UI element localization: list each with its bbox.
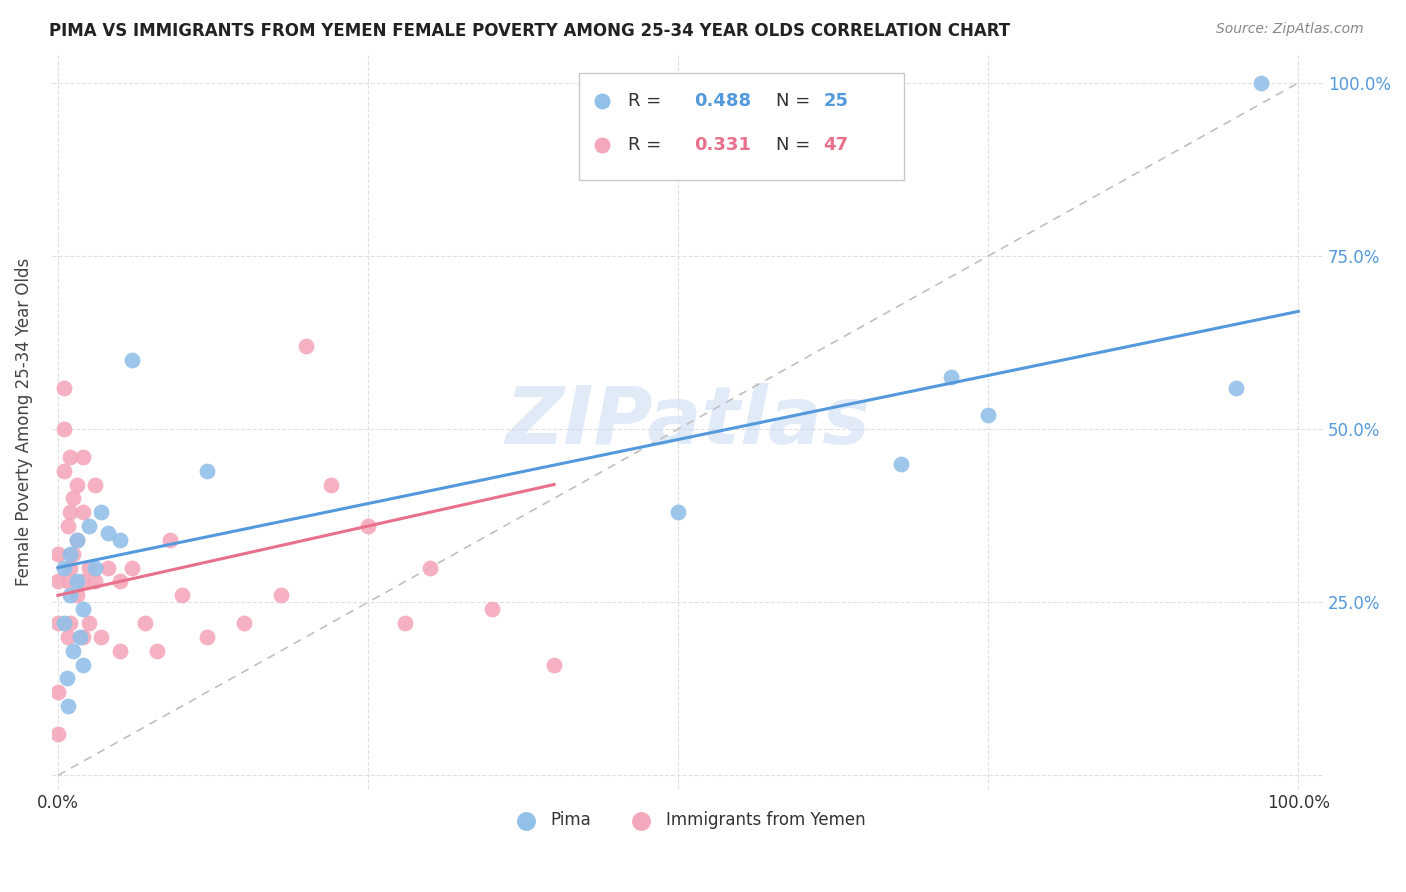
Point: [72, 630, 94, 644]
Point: [97, 526, 120, 541]
Point: [77, 560, 100, 574]
Point: [481, 602, 503, 616]
Text: 47: 47: [824, 136, 848, 154]
Point: [134, 615, 156, 630]
Point: [419, 560, 441, 574]
Text: R =: R =: [627, 93, 661, 111]
Point: [90, 630, 112, 644]
Point: [72, 574, 94, 589]
Point: [65, 588, 87, 602]
Point: [97, 560, 120, 574]
Point: [394, 615, 416, 630]
Point: [666, 505, 689, 519]
Point: [69, 630, 91, 644]
Point: [46, 615, 69, 630]
Point: [62, 547, 84, 561]
Point: [977, 409, 1000, 423]
Point: [46, 727, 69, 741]
Point: [108, 533, 131, 547]
Point: [270, 588, 292, 602]
Point: [939, 370, 962, 384]
Point: [890, 457, 912, 471]
Point: [59, 615, 82, 630]
Point: [59, 588, 82, 602]
Point: [77, 519, 100, 533]
Point: [108, 644, 131, 658]
Text: N =: N =: [776, 93, 811, 111]
Point: [84, 477, 107, 491]
Point: [56, 519, 79, 533]
Point: [159, 533, 181, 547]
Point: [72, 657, 94, 672]
Point: [84, 560, 107, 574]
Point: [65, 574, 87, 589]
Point: [195, 630, 218, 644]
Text: R =: R =: [627, 136, 661, 154]
Point: [56, 630, 79, 644]
Text: 25: 25: [824, 93, 848, 111]
Text: 0.331: 0.331: [693, 136, 751, 154]
Text: Source: ZipAtlas.com: Source: ZipAtlas.com: [1216, 22, 1364, 37]
Point: [195, 464, 218, 478]
Point: [319, 477, 342, 491]
Point: [53, 380, 76, 394]
Point: [233, 615, 256, 630]
Point: [90, 505, 112, 519]
Text: PIMA VS IMMIGRANTS FROM YEMEN FEMALE POVERTY AMONG 25-34 YEAR OLDS CORRELATION C: PIMA VS IMMIGRANTS FROM YEMEN FEMALE POV…: [49, 22, 1011, 40]
Point: [53, 615, 76, 630]
Point: [59, 505, 82, 519]
Point: [1250, 76, 1272, 90]
Point: [77, 615, 100, 630]
Point: [170, 588, 193, 602]
Point: [53, 560, 76, 574]
Text: 0.488: 0.488: [693, 93, 751, 111]
Point: [583, 120, 606, 134]
Point: [543, 657, 565, 672]
Point: [59, 450, 82, 464]
Point: [84, 574, 107, 589]
Point: [55, 672, 77, 686]
Text: ZIPatlas: ZIPatlas: [505, 384, 870, 461]
Y-axis label: Female Poverty Among 25-34 Year Olds: Female Poverty Among 25-34 Year Olds: [15, 258, 32, 586]
Point: [72, 505, 94, 519]
Point: [56, 574, 79, 589]
Point: [46, 685, 69, 699]
Point: [121, 560, 143, 574]
Point: [583, 161, 606, 175]
Legend: Pima, Immigrants from Yemen: Pima, Immigrants from Yemen: [502, 805, 873, 836]
Point: [59, 547, 82, 561]
FancyBboxPatch shape: [579, 73, 904, 180]
Point: [146, 644, 169, 658]
Point: [65, 477, 87, 491]
Point: [357, 519, 380, 533]
Point: [1225, 380, 1247, 394]
Point: [53, 422, 76, 436]
Point: [295, 339, 318, 353]
Point: [53, 464, 76, 478]
Point: [46, 547, 69, 561]
Point: [65, 533, 87, 547]
Point: [56, 699, 79, 714]
Point: [46, 574, 69, 589]
Point: [62, 644, 84, 658]
Text: N =: N =: [776, 136, 811, 154]
Point: [59, 560, 82, 574]
Point: [121, 352, 143, 367]
Point: [72, 602, 94, 616]
Point: [65, 533, 87, 547]
Point: [108, 574, 131, 589]
Point: [62, 491, 84, 506]
Point: [72, 450, 94, 464]
